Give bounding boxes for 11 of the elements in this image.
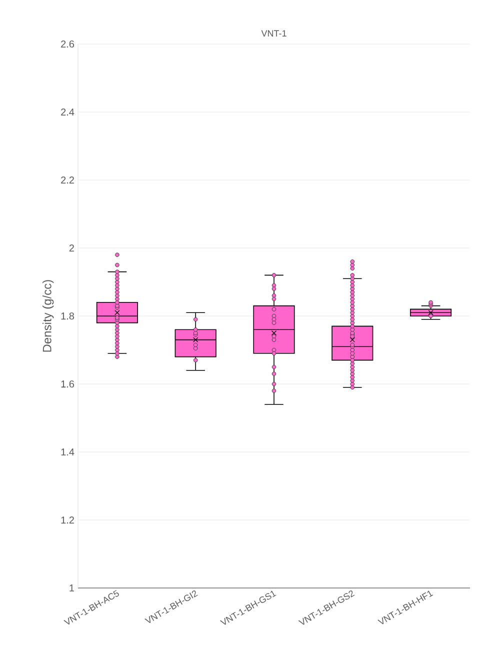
y-tick-label: 1 (70, 584, 74, 592)
y-axis-title: Density (g/cc) (42, 280, 54, 352)
y-tick-label: 1.8 (61, 312, 74, 320)
y-tick-label: 2 (69, 244, 74, 252)
y-tick-label: 1.4 (61, 448, 74, 456)
y-tick-label: 2.4 (61, 108, 74, 116)
y-tick-label: 2.2 (61, 176, 74, 184)
chart-title: VNT-1 (261, 30, 286, 36)
y-tick-label: 2.6 (61, 40, 74, 48)
y-tick-label: 1.2 (61, 516, 74, 524)
y-tick-label: 1.6 (61, 380, 74, 388)
